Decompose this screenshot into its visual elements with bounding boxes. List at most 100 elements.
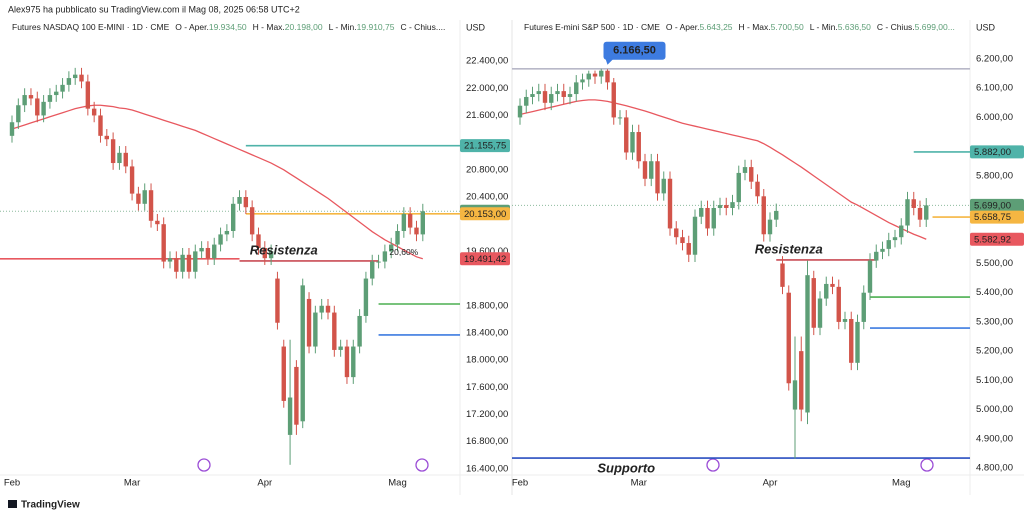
y-tick-label: 4.800,00 bbox=[976, 463, 1013, 474]
candle-body bbox=[28, 95, 34, 99]
candle-body bbox=[35, 98, 40, 116]
annotation: Supporto bbox=[597, 460, 655, 475]
candle-body bbox=[730, 202, 735, 208]
candle-body bbox=[836, 286, 841, 322]
candle-body bbox=[549, 94, 554, 103]
callout-label: 6.166,50 bbox=[613, 45, 656, 57]
candle-body bbox=[611, 82, 616, 118]
price-label: 19.491,42 bbox=[464, 254, 506, 265]
candle-body bbox=[724, 205, 729, 208]
candle-body bbox=[357, 315, 362, 347]
ohlc-label: C - Chius. bbox=[877, 22, 915, 32]
price-label-box bbox=[460, 207, 510, 221]
candle-body bbox=[414, 227, 419, 235]
candle-body bbox=[420, 211, 425, 235]
candle-body bbox=[231, 203, 236, 231]
y-tick-label: 17.200,00 bbox=[466, 409, 508, 420]
candle-body bbox=[161, 224, 166, 262]
price-label-box bbox=[460, 139, 510, 153]
candle-body bbox=[680, 237, 685, 244]
chart-header: Futures NASDAQ 100 E-MINI · 1D · CME O - … bbox=[12, 22, 445, 32]
ohlc-value: 5.643,25 bbox=[699, 22, 732, 32]
x-tick-label: Apr bbox=[257, 478, 272, 489]
candle-body bbox=[624, 117, 629, 153]
x-tick-label: Mar bbox=[631, 478, 647, 489]
candle-body bbox=[9, 122, 15, 136]
publish-header: Alex975 ha pubblicato su TradingView.com… bbox=[8, 4, 300, 14]
price-label-box bbox=[970, 198, 1024, 212]
chart-title: Futures E-mini S&P 500 · 1D · CME bbox=[524, 22, 660, 32]
y-tick-label: 17.600,00 bbox=[466, 382, 508, 393]
candle-body bbox=[212, 244, 217, 259]
candle-body bbox=[542, 91, 548, 103]
candle-body bbox=[705, 207, 710, 229]
candle-body bbox=[66, 78, 72, 85]
candle-body bbox=[249, 207, 255, 235]
y-tick-label: 22.000,00 bbox=[466, 83, 508, 94]
y-tick-label: 18.800,00 bbox=[466, 300, 508, 311]
candle-body bbox=[617, 117, 623, 119]
candle-body bbox=[41, 101, 46, 116]
candle-body bbox=[886, 240, 891, 249]
candle-body bbox=[605, 70, 610, 83]
candle-body bbox=[401, 214, 407, 231]
annotation: Resistenza bbox=[250, 242, 318, 257]
y-tick-label: 16.400,00 bbox=[466, 463, 508, 474]
candle-body bbox=[880, 248, 885, 252]
ohlc-label: O - Aper. bbox=[666, 22, 700, 32]
candle-body bbox=[774, 210, 779, 220]
candle-body bbox=[761, 196, 766, 235]
ohlc-label: H - Max. bbox=[253, 22, 285, 32]
x-tick-label: Feb bbox=[4, 478, 20, 489]
candle-body bbox=[281, 346, 286, 401]
candle-body bbox=[262, 247, 267, 259]
candle-body bbox=[667, 178, 673, 229]
y-tick-label: 4.900,00 bbox=[976, 433, 1013, 444]
candle-body bbox=[655, 161, 660, 194]
candle-body bbox=[186, 254, 192, 272]
candle-body bbox=[892, 237, 898, 241]
callout-pointer bbox=[605, 58, 614, 65]
candle-body bbox=[642, 161, 648, 179]
ohlc-value: 19.934,50 bbox=[209, 22, 247, 32]
price-label: 5.699,00 bbox=[974, 200, 1011, 211]
candle-body bbox=[268, 251, 274, 259]
y-tick-label: 6.000,00 bbox=[976, 112, 1013, 123]
candle-body bbox=[824, 283, 829, 299]
candle-body bbox=[780, 263, 785, 287]
candle-body bbox=[686, 243, 691, 255]
candle-body bbox=[205, 247, 211, 259]
x-tick-label: Feb bbox=[512, 478, 528, 489]
candle-body bbox=[79, 74, 84, 82]
y-tick-label: 5.800,00 bbox=[976, 170, 1013, 181]
candle-body bbox=[842, 318, 848, 322]
candle-body bbox=[22, 95, 27, 106]
candle-body bbox=[180, 254, 185, 272]
candle-body bbox=[830, 283, 835, 287]
candle-body bbox=[155, 220, 160, 225]
price-label-box bbox=[460, 252, 510, 266]
currency: USD bbox=[976, 22, 996, 32]
y-tick-label: 5.000,00 bbox=[976, 404, 1013, 415]
ohlc-label: C - Chius.... bbox=[400, 22, 445, 32]
candle-body bbox=[580, 79, 585, 83]
candle-body bbox=[917, 207, 923, 220]
candle-body bbox=[382, 251, 388, 262]
price-label-box bbox=[970, 232, 1024, 246]
candle-body bbox=[749, 167, 754, 182]
y-tick-label: 19.600,00 bbox=[466, 246, 508, 257]
y-tick-label: 6.100,00 bbox=[976, 83, 1013, 94]
candle-body bbox=[338, 346, 343, 350]
candle-body bbox=[199, 247, 204, 252]
candle-body bbox=[861, 292, 866, 322]
ohlc-value: 5.699,00... bbox=[915, 22, 955, 32]
x-tick-label: Apr bbox=[763, 478, 778, 489]
price-label: 21.155,75 bbox=[464, 141, 506, 152]
ohlc-label: L - Min. bbox=[329, 22, 357, 32]
y-tick-label: 18.000,00 bbox=[466, 355, 508, 366]
candle-body bbox=[649, 161, 654, 179]
candle-body bbox=[817, 298, 823, 328]
candle-body bbox=[555, 91, 560, 95]
